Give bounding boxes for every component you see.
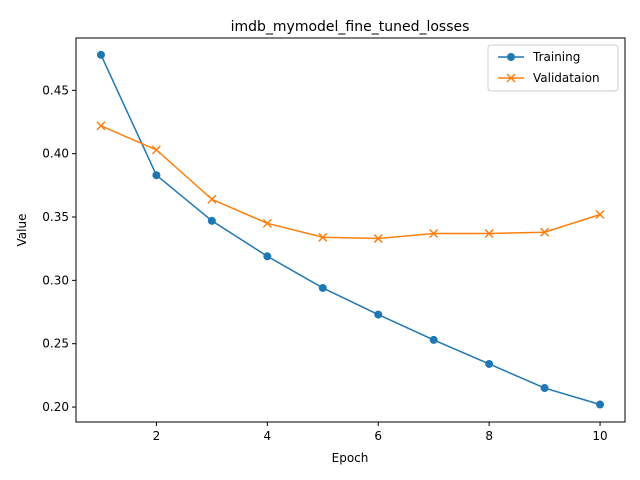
y-tick-label: 0.40 <box>42 147 69 161</box>
validation-line <box>100 125 601 240</box>
validation-point <box>484 228 494 239</box>
validation-point <box>429 228 439 239</box>
x-tick-label: 10 <box>592 429 607 443</box>
training-point <box>263 252 272 261</box>
validation-point <box>207 194 217 204</box>
plot-series <box>96 50 605 409</box>
legend-training-marker <box>507 53 515 61</box>
validation-point <box>540 227 550 237</box>
legend-validation-label: Validataion <box>533 71 600 85</box>
training-point <box>318 283 327 292</box>
y-tick-label: 0.30 <box>42 273 69 287</box>
validation-point <box>151 145 161 155</box>
training-point <box>96 50 105 59</box>
x-axis-label: Epoch <box>332 451 369 465</box>
validation-point <box>96 121 106 131</box>
training-point <box>540 384 549 393</box>
y-tick-label: 0.20 <box>42 400 69 414</box>
training-line <box>100 54 601 406</box>
chart-title: imdb_mymodel_fine_tuned_losses <box>231 19 470 35</box>
legend: Training Validataion <box>487 44 619 92</box>
training-point <box>152 171 161 180</box>
training-point <box>374 310 383 319</box>
training-point <box>596 400 605 409</box>
x-tick-label: 4 <box>263 429 271 443</box>
y-axis-label: Value <box>15 214 29 247</box>
training-point <box>485 359 494 368</box>
y-tick-label: 0.35 <box>42 210 69 224</box>
y-tick-label: 0.25 <box>42 337 69 351</box>
legend-validation-marker <box>506 73 516 83</box>
legend-training-label: Training <box>532 50 580 64</box>
validation-point <box>373 234 383 244</box>
validation-point <box>318 232 328 242</box>
x-tick-label: 8 <box>485 429 493 443</box>
validation-point <box>595 209 605 220</box>
validation-point <box>262 218 272 228</box>
plot-frame <box>75 37 626 423</box>
training-point <box>207 216 216 225</box>
y-tick-label: 0.45 <box>42 83 69 97</box>
x-tick-label: 6 <box>374 429 382 443</box>
training-point <box>429 335 438 344</box>
axis-ticks: 2 4 6 8 10 0.20 0.25 0.30 0.35 0.40 0.45 <box>42 83 607 443</box>
x-tick-label: 2 <box>153 429 161 443</box>
